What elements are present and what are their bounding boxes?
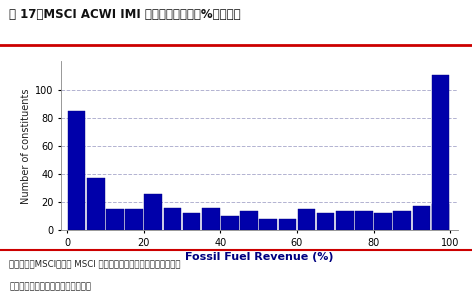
- Bar: [260, 219, 277, 230]
- Bar: [221, 216, 239, 230]
- Text: 注：仅考虑拥有化石燃料收入的公司: 注：仅考虑拥有化石燃料收入的公司: [9, 282, 92, 291]
- Bar: [432, 76, 449, 230]
- Bar: [202, 208, 219, 230]
- Bar: [298, 209, 315, 230]
- Bar: [240, 211, 258, 230]
- Bar: [374, 213, 392, 230]
- Bar: [336, 211, 354, 230]
- Bar: [432, 204, 449, 230]
- Bar: [106, 209, 124, 230]
- Bar: [164, 208, 181, 230]
- Bar: [87, 178, 105, 230]
- Bar: [413, 206, 430, 230]
- Bar: [126, 209, 143, 230]
- Text: 图 17：MSCI ACWI IMI 的化石燃料收入（%）的分布: 图 17：MSCI ACWI IMI 的化石燃料收入（%）的分布: [9, 8, 241, 21]
- Bar: [278, 219, 296, 230]
- Bar: [144, 194, 162, 230]
- Bar: [317, 213, 335, 230]
- Text: 资料来源：MSCI《了解 MSCI 的气候指标》，华宝证券研究创新部: 资料来源：MSCI《了解 MSCI 的气候指标》，华宝证券研究创新部: [9, 259, 181, 268]
- Bar: [355, 211, 373, 230]
- Bar: [68, 111, 85, 230]
- Bar: [394, 211, 411, 230]
- Bar: [183, 213, 201, 230]
- Y-axis label: Number of constituents: Number of constituents: [21, 88, 31, 204]
- X-axis label: Fossil Fuel Revenue (%): Fossil Fuel Revenue (%): [185, 252, 334, 262]
